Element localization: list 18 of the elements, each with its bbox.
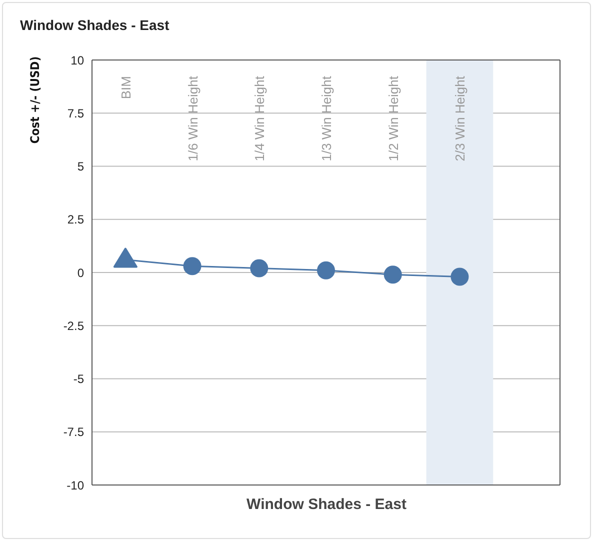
y-axis-title: Cost +/- (USD) (28, 56, 42, 144)
chart-title: Window Shades - East (20, 17, 170, 33)
y-tick-label: -5 (73, 372, 84, 386)
y-tick-label: 0 (77, 266, 84, 280)
x-tick-label: 2/3 Win Height (452, 76, 468, 162)
x-tick-label: 1/2 Win Height (386, 76, 401, 162)
y-tick-label: 5 (77, 160, 84, 174)
y-tick-label: 10 (70, 53, 84, 68)
x-axis-title: Window Shades - East (246, 496, 408, 513)
y-tick-label: 2.5 (67, 212, 84, 227)
x-tick-label: 1/6 Win Height (185, 76, 200, 162)
x-tick-label: 1/4 Win Height (252, 76, 268, 162)
y-tick-label: -2.5 (63, 318, 84, 333)
x-tick-label: BIM (118, 76, 134, 100)
x-tick-label: 1/3 Win Height (319, 76, 334, 162)
y-tick-label: -10 (66, 478, 84, 492)
y-tick-label: -7.5 (63, 425, 84, 440)
y-tick-label: 7.5 (67, 106, 84, 120)
